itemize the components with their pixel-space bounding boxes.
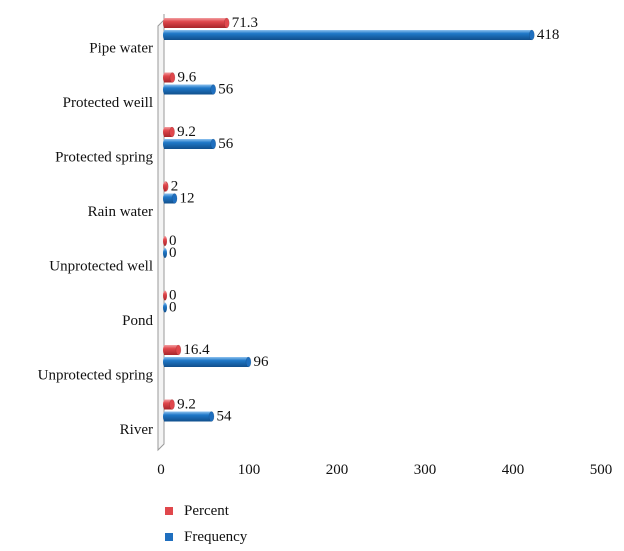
category-labels: Pipe water Protected weill Protected sprin… — [38, 40, 154, 438]
bar-percent — [163, 290, 167, 301]
bar-frequency — [163, 411, 215, 422]
category-label: Rain water — [88, 204, 153, 220]
bar-percent — [163, 126, 175, 138]
bar-frequency — [163, 29, 535, 41]
category-label: Pond — [122, 313, 153, 329]
data-label-frequency: 56 — [218, 82, 234, 98]
bar-frequency — [163, 356, 252, 368]
legend-swatch-frequency — [165, 533, 173, 541]
bar-frequency — [163, 302, 167, 313]
bar-percent — [163, 17, 230, 29]
data-label-percent: 0 — [169, 288, 177, 304]
x-tick-label: 400 — [502, 462, 525, 478]
bar-percent — [163, 344, 182, 356]
x-tick-label: 500 — [590, 462, 613, 478]
category-label: Unprotected well — [49, 258, 153, 274]
data-label-frequency: 56 — [218, 136, 234, 152]
category-label: Protected weill — [63, 95, 153, 111]
data-label-frequency: 54 — [217, 409, 233, 425]
data-label-frequency: 418 — [537, 27, 560, 43]
axis-wall — [157, 18, 165, 452]
data-label-frequency: 0 — [169, 245, 177, 261]
data-label-percent: 0 — [169, 233, 177, 249]
bar-frequency — [163, 193, 178, 204]
bar-percent — [163, 72, 176, 83]
bar-frequency — [163, 138, 217, 150]
x-tick-label: 200 — [326, 462, 349, 478]
x-tick-label: 100 — [238, 462, 261, 478]
category-label: Pipe water — [89, 40, 153, 56]
bar-percent — [163, 181, 169, 192]
data-label-frequency: 12 — [180, 191, 195, 207]
bar-frequency — [163, 248, 167, 258]
data-label-percent: 9.2 — [177, 124, 196, 140]
x-tick-labels: 0 100 200 300 400 500 — [157, 462, 612, 478]
data-label-percent: 16.4 — [183, 342, 210, 358]
x-tick-label: 300 — [414, 462, 437, 478]
category-label: Protected spring — [55, 149, 153, 165]
category-label: River — [120, 422, 153, 438]
x-tick-label: 0 — [157, 462, 165, 478]
legend-label-frequency: Frequency — [184, 529, 248, 545]
category-label: Unprotected spring — [38, 367, 154, 383]
data-label-percent: 2 — [171, 179, 179, 195]
plot-frame — [157, 14, 165, 452]
legend-label-percent: Percent — [184, 503, 230, 519]
legend-swatch-percent — [165, 507, 173, 515]
data-label-percent: 71.3 — [232, 15, 258, 31]
data-label-percent: 9.2 — [177, 397, 196, 413]
data-label-frequency: 0 — [169, 300, 177, 316]
data-label-frequency: 96 — [253, 354, 268, 370]
bar-percent — [163, 236, 167, 246]
legend: Percent Frequency — [165, 503, 248, 545]
data-label-percent: 9.6 — [177, 70, 196, 86]
bar-percent — [163, 399, 175, 410]
bar-frequency — [163, 84, 217, 95]
